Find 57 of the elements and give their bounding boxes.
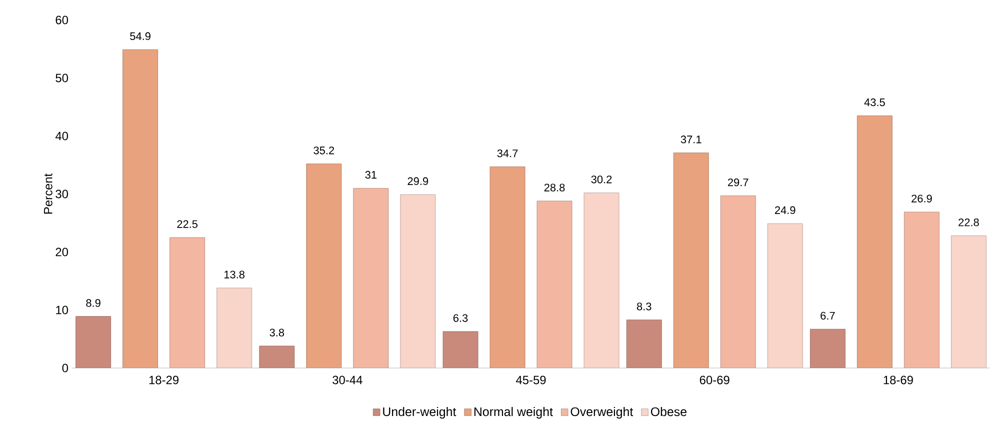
- y-tick-label: 40: [55, 132, 68, 140]
- x-tick-label: 60-69: [700, 376, 730, 384]
- y-axis-title: Percent: [44, 173, 52, 214]
- data-label: 30.2: [591, 176, 612, 184]
- x-tick-label: 18-29: [149, 376, 179, 384]
- bar: [904, 212, 940, 368]
- data-label: 8.3: [636, 302, 652, 310]
- bar: [673, 152, 709, 368]
- data-label: 26.9: [912, 194, 932, 202]
- y-tick-label: 50: [56, 74, 68, 82]
- data-label: 13.8: [224, 270, 244, 278]
- data-label: 6.7: [820, 312, 835, 320]
- bar: [536, 200, 572, 368]
- bar: [76, 316, 111, 368]
- x-tick-label: 30-44: [332, 376, 362, 384]
- legend-label: Overweight: [570, 406, 634, 419]
- data-label: 31: [365, 170, 376, 179]
- data-label: 35.2: [314, 146, 334, 154]
- legend-label: Under-weight: [383, 406, 456, 419]
- y-tick-label: 10: [56, 306, 68, 314]
- legend-label: Obese: [650, 406, 686, 416]
- bar: [122, 49, 158, 368]
- y-tick-label: 0: [62, 364, 68, 372]
- bar: [216, 288, 252, 368]
- data-label: 22.5: [177, 220, 198, 228]
- data-label: 29.9: [408, 177, 428, 186]
- bar: [810, 328, 846, 368]
- data-label: 22.8: [958, 218, 979, 226]
- data-label: 28.8: [544, 184, 565, 192]
- data-label: 34.7: [497, 149, 518, 158]
- bar: [353, 188, 389, 368]
- bar: [170, 237, 205, 368]
- x-tick-label: 45-59: [516, 376, 546, 384]
- y-tick-label: 20: [56, 248, 68, 256]
- data-label: 43.5: [864, 98, 885, 106]
- data-label: 24.9: [774, 206, 796, 214]
- data-label: 37.1: [680, 136, 702, 144]
- data-label: 3.8: [270, 328, 284, 336]
- data-label: 29.7: [728, 178, 748, 186]
- y-tick-label: 60: [56, 16, 68, 24]
- bar: [259, 346, 295, 368]
- bar: [951, 236, 986, 368]
- data-label: 54.9: [130, 32, 150, 40]
- bar: [442, 331, 478, 368]
- bar: [857, 116, 892, 368]
- bar: [626, 320, 662, 368]
- bar: [720, 196, 756, 368]
- x-tick-label: 18-69: [884, 376, 913, 384]
- bar: [584, 192, 620, 368]
- data-label: 6.3: [453, 314, 468, 322]
- y-tick-label: 30: [56, 190, 68, 198]
- legend-label: Normal weight: [474, 406, 553, 419]
- bar: [490, 166, 526, 368]
- data-label: 8.9: [86, 299, 100, 307]
- bar: [767, 223, 803, 368]
- bar: [306, 164, 342, 368]
- bar: [400, 194, 436, 368]
